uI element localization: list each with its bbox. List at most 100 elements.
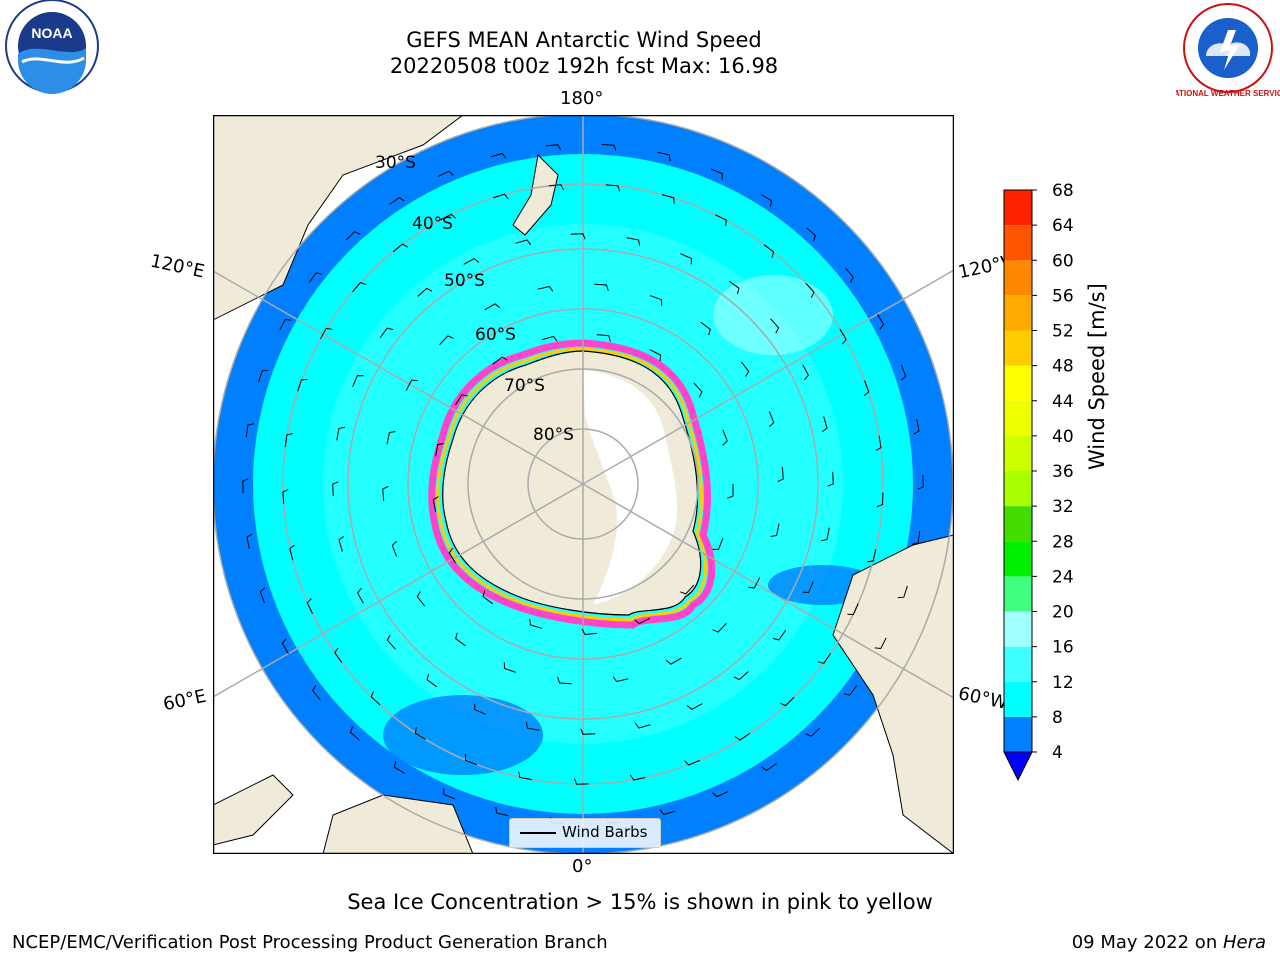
lat-label-30s: 30°S [375, 153, 416, 173]
lat-label-50s: 50°S [444, 271, 485, 291]
colorbar-segment [1004, 471, 1032, 507]
nws-logo: NATIONAL WEATHER SERVICE [1176, 3, 1280, 98]
wind-barb [734, 732, 751, 741]
ice-sheet-white [583, 370, 678, 605]
wind-barb [548, 184, 565, 191]
wind-barb [391, 540, 398, 557]
wind-barb [463, 257, 480, 265]
wind-barb [877, 313, 885, 330]
wind-barb [349, 726, 360, 741]
wind-barb [805, 282, 815, 298]
colorbar-tick-label: 64 [1052, 216, 1074, 236]
wind-barb [392, 243, 408, 253]
wind-barb [727, 484, 734, 499]
wind-barb [827, 471, 834, 487]
wind-barb [455, 632, 466, 647]
lon-label-60e: 60°E [161, 685, 208, 716]
colorbar-tick-label: 36 [1052, 462, 1074, 482]
colorbar-tick-label: 40 [1052, 427, 1074, 447]
colorbar-label: Wind Speed [m/s] [1085, 283, 1109, 470]
wind-barb [761, 763, 777, 772]
wind-barb [382, 486, 389, 502]
wind-barb [700, 321, 711, 336]
wind-barb [684, 759, 700, 766]
land-madagascar [213, 774, 294, 846]
colorbar-tick-label: 56 [1052, 286, 1074, 306]
wind-barb [821, 527, 830, 542]
colorbar-tick-label: 44 [1052, 392, 1074, 412]
wind-barb [405, 379, 418, 391]
wind-barb [515, 239, 532, 246]
wind-barb [426, 673, 438, 688]
wind-barb [352, 282, 367, 293]
colorbar-segment [1004, 541, 1032, 577]
colorbar-segment [1004, 295, 1032, 331]
wind-barb [680, 584, 695, 595]
map-border [213, 115, 954, 854]
wind-barb [370, 691, 381, 706]
wind-barb [557, 677, 572, 685]
wind-barb [612, 676, 629, 683]
wind-barb [417, 287, 433, 297]
wind-barb [258, 369, 269, 383]
wind-barb [711, 168, 723, 180]
barb-legend-label: Wind Barbs [562, 823, 648, 841]
wind-barb [484, 303, 501, 311]
wind-barb [817, 653, 832, 664]
wind-barb [465, 754, 477, 766]
noaa-logo: NOAA [5, 0, 99, 94]
wind-barb [806, 227, 817, 242]
colorbar-segment [1004, 190, 1032, 226]
wind-barb [435, 443, 444, 457]
wind-barb [843, 685, 858, 696]
colorbar-tick-label: 48 [1052, 357, 1074, 377]
wind-barb [596, 334, 611, 342]
wind-barb [839, 328, 847, 345]
wind-barb [482, 590, 493, 605]
colorbar-segment [1004, 716, 1032, 752]
wind-barb [297, 379, 308, 392]
polar-map: 30°S 40°S 50°S 60°S 70°S 80°S [213, 115, 954, 854]
wind-barb [389, 196, 405, 205]
colorbar-tick-label: 8 [1052, 708, 1063, 728]
colorbar-segments [1003, 189, 1033, 782]
colorbar-segment [1004, 646, 1032, 682]
wind-barb [777, 466, 784, 482]
land-australia [213, 115, 464, 321]
wind-barb [525, 722, 540, 731]
colorbar-segment [1004, 260, 1032, 296]
wind-barb [282, 488, 289, 504]
wind-barb [352, 375, 364, 387]
wind-barb [779, 696, 795, 707]
wind-barb [393, 761, 405, 774]
wind-barb [863, 380, 870, 397]
wind-barb [245, 423, 254, 438]
wind-barb [312, 685, 321, 701]
colorbar-tick-label: 68 [1052, 182, 1074, 201]
wind-barb [474, 703, 486, 715]
nws-logo-text: NATIONAL WEATHER SERVICE [1176, 89, 1280, 98]
wind-barb [545, 144, 562, 151]
wind-barb [875, 435, 882, 452]
wind-barb [874, 637, 887, 650]
wind-barb [665, 657, 682, 665]
wind-barb [722, 429, 728, 446]
wind-barb [741, 361, 750, 377]
colorbar-segment [1004, 330, 1032, 366]
wind-barb [242, 478, 249, 494]
colorbar-tick-label: 24 [1052, 567, 1074, 587]
lon-label-top: 180° [560, 88, 604, 109]
wind-barb [768, 411, 775, 428]
wind-barb [306, 598, 313, 614]
chart-subtitle: 20220508 t00z 192h fcst Max: 16.98 [389, 54, 779, 78]
wind-barb [821, 416, 828, 433]
footer-credit: NCEP/EMC/Verification Post Processing Pr… [12, 932, 608, 953]
wind-barb [356, 587, 364, 604]
wind-barb [805, 727, 821, 737]
wind-barb [518, 771, 532, 781]
wind-barb [439, 335, 454, 345]
wind-barb [802, 581, 814, 593]
colorbar-segment [1004, 506, 1032, 542]
wind-barb [432, 496, 439, 512]
